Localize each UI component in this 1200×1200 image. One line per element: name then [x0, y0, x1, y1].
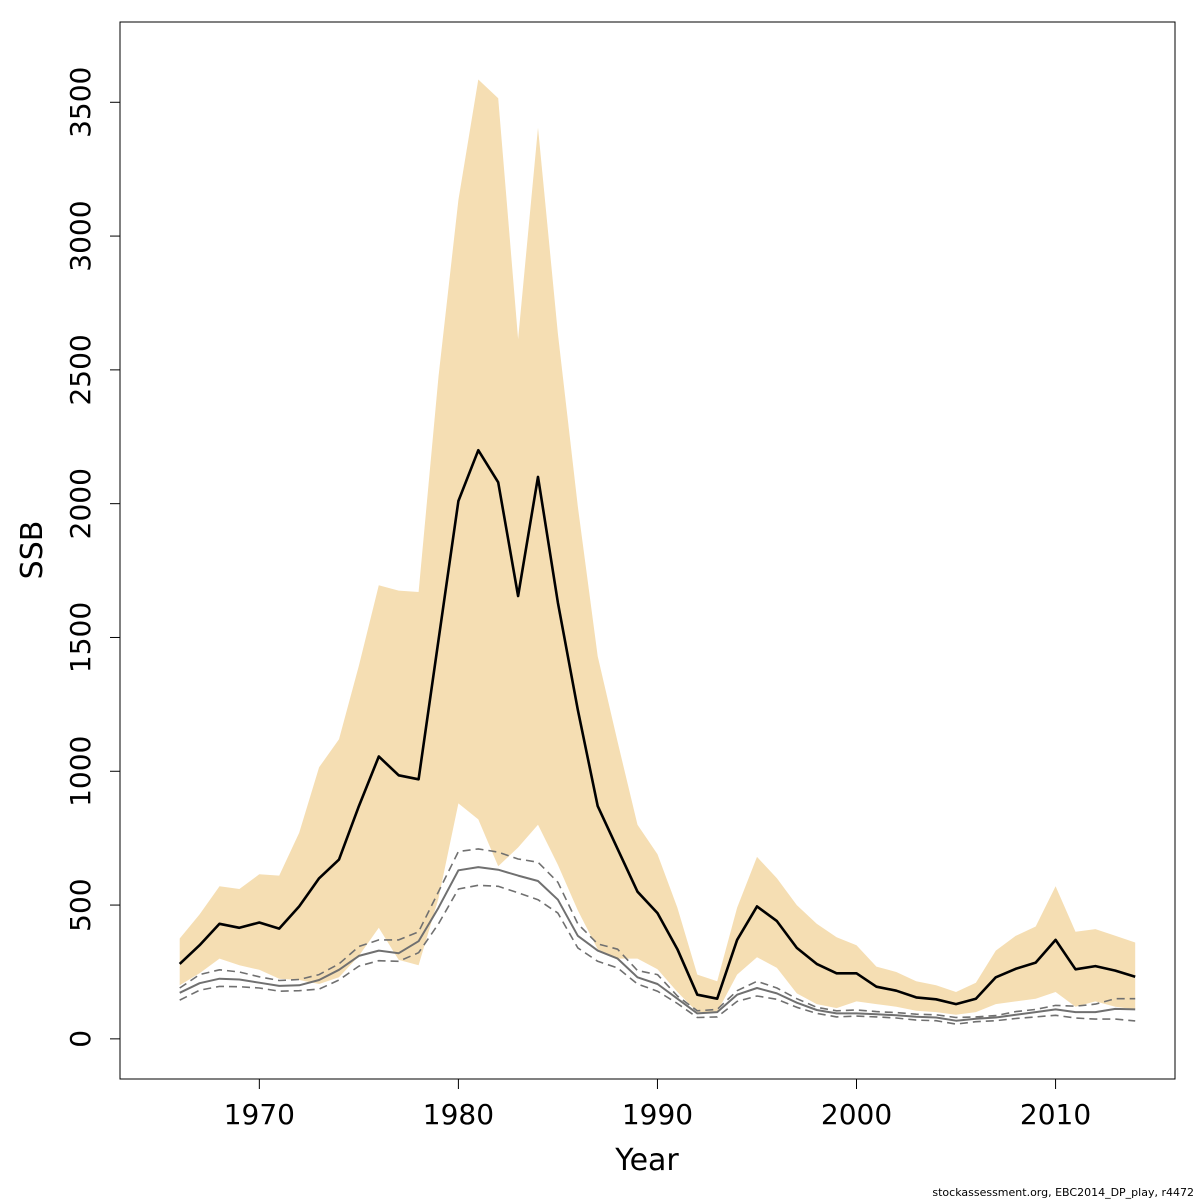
plot-frame — [119, 21, 1176, 1080]
y-tick-label: 500 — [64, 878, 97, 931]
footer-credit: stockassessment.org, EBC2014_DP_play, r4… — [932, 1186, 1194, 1199]
y-tick-label: 3000 — [64, 200, 97, 271]
y-tick-label: 2000 — [64, 468, 97, 539]
y-tick-label: 2500 — [64, 334, 97, 405]
y-axis: 0 500 1000 1500 2000 2500 3000 3500 — [64, 67, 120, 1048]
x-axis: 1970 1980 1990 2000 2010 — [224, 1079, 1091, 1131]
confidence-band — [179, 79, 1136, 1015]
x-tick-label: 2010 — [1020, 1098, 1091, 1131]
series-lines-layer — [178, 448, 1136, 1025]
y-tick-label: 1500 — [64, 602, 97, 673]
reference-lower-line — [179, 884, 1136, 1025]
x-tick-label: 2000 — [821, 1098, 892, 1131]
y-tick-label: 1000 — [64, 736, 97, 807]
y-tick-label: 3500 — [64, 67, 97, 138]
ssb-estimate-line — [178, 448, 1136, 1006]
x-tick-label: 1970 — [224, 1098, 295, 1131]
y-tick-label: 0 — [64, 1030, 97, 1048]
x-tick-label: 1980 — [423, 1098, 494, 1131]
x-axis-title: Year — [614, 1143, 679, 1178]
confidence-band-layer — [179, 79, 1136, 1015]
y-axis-title: SSB — [15, 521, 50, 580]
x-tick-label: 1990 — [622, 1098, 693, 1131]
reference-upper-line — [179, 848, 1136, 1019]
reference-line — [179, 866, 1136, 1022]
